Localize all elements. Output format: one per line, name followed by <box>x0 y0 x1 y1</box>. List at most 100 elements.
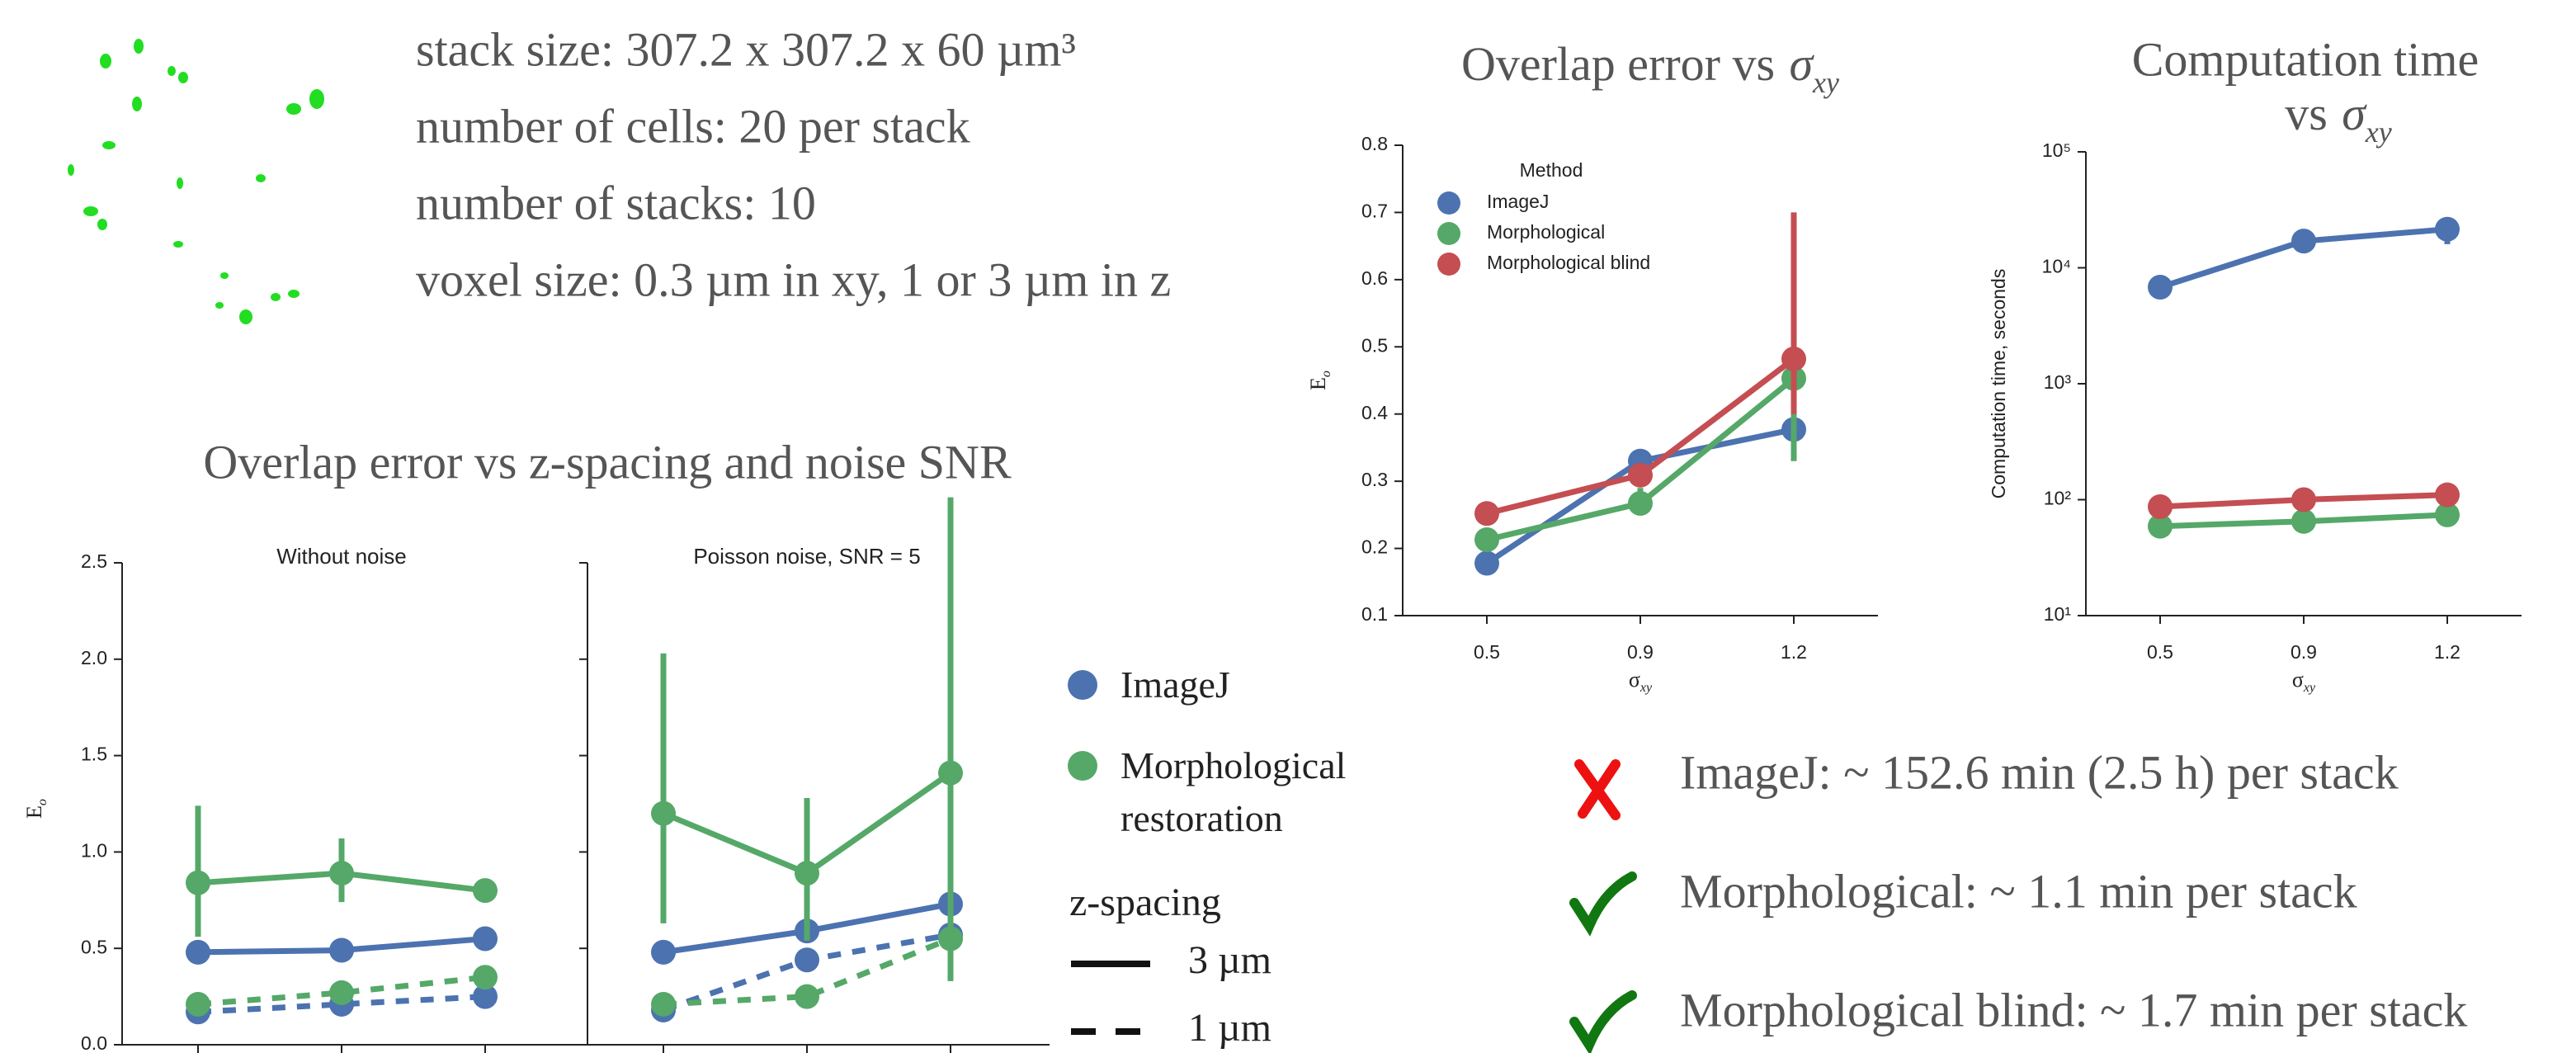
y-tick-label: 0.5 <box>1361 334 1388 356</box>
y-axis-label: Computation time, seconds <box>1988 269 2009 499</box>
legend-marker <box>1437 191 1460 215</box>
chart-title: vs σxy <box>2285 87 2392 149</box>
legend-marker <box>1437 253 1460 276</box>
y-tick-label: 10² <box>2044 488 2072 509</box>
legend-label: Morphological <box>1487 221 1605 243</box>
chart-title-math: σ <box>2342 87 2367 140</box>
x-axis-label-sub: xy <box>2303 681 2316 695</box>
legend-label: 1 µm <box>1188 1006 1271 1050</box>
panel-title: Poisson noise, SNR = 5 <box>693 544 920 569</box>
y-axis-label-sub: o <box>35 799 50 805</box>
point <box>795 984 819 1009</box>
point <box>2291 508 2316 534</box>
point <box>2148 275 2173 300</box>
legend-marker <box>1068 751 1097 781</box>
point <box>473 878 498 904</box>
point <box>2148 493 2173 519</box>
x-tick-label: 0.5 <box>2147 641 2173 663</box>
chart-title-sub: xy <box>2365 116 2392 149</box>
x-axis-label-text: σ <box>1629 668 1640 692</box>
legend-label-box: ImageJ <box>1121 663 1230 706</box>
y-tick-label: 1.5 <box>81 744 107 765</box>
chart-title: Overlap error vs z-spacing and noise SNR <box>203 435 1012 489</box>
info-line: number of stacks: 10 <box>416 176 816 229</box>
y-tick-label: 0.8 <box>1361 133 1388 154</box>
legend-title: Method <box>1520 159 1583 181</box>
point <box>1474 526 1499 552</box>
y-axis-label-text: E <box>22 805 46 819</box>
info-line: voxel size: 0.3 µm in xy, 1 or 3 µm in z <box>416 253 1171 306</box>
chart-title-math: σ <box>1789 37 1814 91</box>
y-tick-label: 0.5 <box>81 936 107 957</box>
y-tick-label: 10⁵ <box>2042 139 2071 161</box>
point <box>473 984 498 1009</box>
chart-title-text: vs <box>2285 87 2328 140</box>
point <box>186 870 210 895</box>
x-tick-label: 0.5 <box>1474 641 1500 663</box>
cells-image <box>68 39 324 324</box>
point <box>651 939 676 965</box>
x-tick-label: 1.2 <box>2434 641 2460 663</box>
chart-title: Overlap error vs σxy <box>1461 37 1839 99</box>
chart-title-sub: xy <box>1812 66 1839 99</box>
y-axis-label-sub: o <box>1319 371 1333 377</box>
legend-marker <box>1068 670 1097 700</box>
y-tick-label: 10⁴ <box>2042 256 2071 277</box>
y-tick-label: 1.0 <box>81 839 107 861</box>
x-tick-label: 1.2 <box>1781 641 1807 663</box>
x-axis-label: σxy <box>1629 668 1653 695</box>
y-tick-label: 0.2 <box>1361 536 1388 558</box>
point <box>186 939 210 965</box>
point <box>473 965 498 990</box>
x-axis-label-text: σ <box>2292 668 2304 692</box>
point <box>186 991 210 1017</box>
status-icons <box>1569 759 1637 1053</box>
point <box>1474 550 1499 576</box>
point <box>938 760 963 786</box>
point <box>795 947 819 973</box>
point <box>2148 513 2173 539</box>
timing-line: ImageJ: ~ 152.6 min (2.5 h) per stack <box>1680 745 2399 799</box>
point <box>651 991 676 1017</box>
point <box>1628 491 1653 517</box>
point <box>938 926 963 951</box>
legend-label: ImageJ <box>1121 663 1230 706</box>
y-tick-label: 10³ <box>2044 371 2072 393</box>
y-axis-label-text: E <box>1306 377 1330 390</box>
legend-label: ImageJ <box>1487 191 1549 212</box>
y-tick-label: 10¹ <box>2044 603 2072 625</box>
info-line: stack size: 307.2 x 307.2 x 60 µm³ <box>416 22 1076 76</box>
point <box>651 800 676 826</box>
y-tick-label: 0.6 <box>1361 267 1388 289</box>
point <box>473 926 498 951</box>
point <box>2291 229 2316 254</box>
info-line: number of cells: 20 per stack <box>416 99 970 153</box>
y-tick-label: 0.0 <box>81 1032 107 1053</box>
point <box>2435 216 2460 242</box>
y-tick-label: 0.3 <box>1361 469 1388 490</box>
legend-label: 3 µm <box>1188 938 1271 982</box>
legend-label: Morphological blind <box>1487 252 1650 273</box>
legend-label: Morphological restoration <box>1121 744 1347 839</box>
timing-line: Morphological blind: ~ 1.7 min per stack <box>1680 983 2467 1036</box>
point <box>2435 502 2460 527</box>
panel-title: Without noise <box>276 544 407 569</box>
y-tick-label: 2.5 <box>81 550 107 572</box>
legend-title: z-spacing <box>1069 881 1221 924</box>
y-tick-label: 2.0 <box>81 647 107 668</box>
x-tick-label: 0.9 <box>1627 641 1654 663</box>
legend-marker <box>1437 222 1460 245</box>
point <box>795 861 819 886</box>
point <box>2291 487 2316 512</box>
x-axis-label: σxy <box>2292 668 2316 695</box>
y-axis-label: Eo <box>1306 371 1333 390</box>
point <box>1781 346 1806 371</box>
chart-title-text: Overlap error vs <box>1461 37 1775 91</box>
y-tick-label: 0.1 <box>1361 603 1388 625</box>
point <box>2435 482 2460 508</box>
x-tick-label: 0.9 <box>2291 641 2317 663</box>
point <box>329 937 354 963</box>
y-tick-label: 0.7 <box>1361 201 1388 222</box>
x-axis-label-sub: xy <box>1639 681 1653 695</box>
timing-line: Morphological: ~ 1.1 min per stack <box>1680 864 2357 918</box>
